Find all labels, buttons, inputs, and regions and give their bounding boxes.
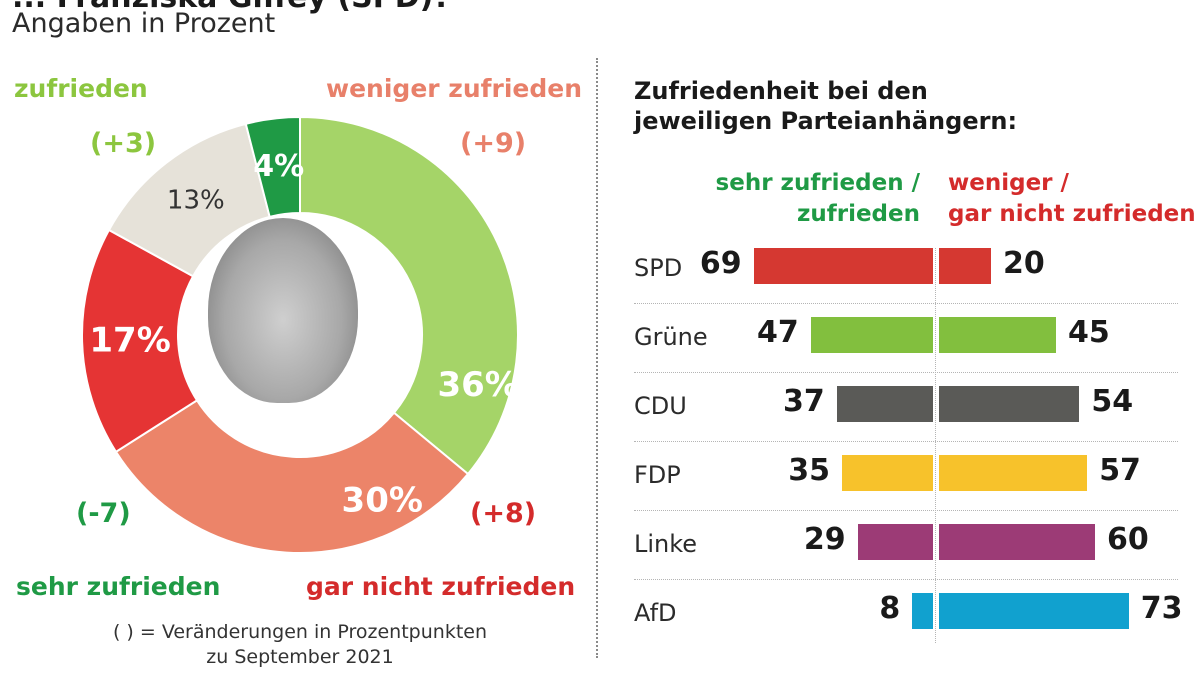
value-unzufrieden: 73 (1140, 591, 1183, 626)
donut-slice-zufrieden (299, 115, 519, 476)
bar-unzufrieden (939, 455, 1088, 491)
change-sehr-zufrieden: (-7) (76, 498, 131, 529)
value-zufrieden: 37 (783, 384, 825, 419)
donut-value-gar-nicht-zufrieden: 17% (89, 320, 170, 360)
change-gar-nicht-zufrieden: (+8) (470, 498, 537, 529)
value-zufrieden: 29 (803, 522, 846, 557)
bar-unzufrieden (939, 593, 1129, 629)
party-label: Linke (634, 530, 698, 558)
value-unzufrieden: 60 (1107, 522, 1149, 557)
donut-value-weniger-zufrieden: 30% (342, 481, 423, 521)
zero-axis (935, 248, 936, 643)
footnote-line1: ( ) = Veränderungen in Prozentpunkten (112, 621, 488, 643)
portrait-photo (208, 218, 358, 403)
left-header-line2: zufrieden (796, 201, 920, 227)
left-header-line1: sehr zufrieden / (715, 170, 920, 196)
party-label: SPD (634, 254, 683, 282)
row-separator (634, 372, 1178, 373)
party-label: CDU (634, 392, 687, 420)
bar-unzufrieden (939, 317, 1056, 353)
bar-chart-title: Zufriedenheit bei den jeweiligen Parteia… (634, 76, 1017, 136)
bar-zufrieden (810, 317, 933, 353)
footnote: ( ) = Veränderungen in Prozentpunkten zu… (90, 620, 510, 670)
row-separator (634, 579, 1178, 580)
left-column-header: sehr zufrieden / zufrieden (710, 168, 920, 230)
label-zufrieden: zufrieden (14, 74, 148, 103)
bar-unzufrieden (939, 248, 991, 284)
donut-value-sehr-zufrieden: 4% (253, 149, 304, 184)
column-divider (596, 58, 598, 658)
bar-zufrieden (912, 593, 933, 629)
row-separator (634, 441, 1178, 442)
bar-zufrieden (842, 455, 933, 491)
value-zufrieden: 8 (879, 591, 901, 626)
row-separator (634, 303, 1178, 304)
party-label: Grüne (634, 323, 708, 351)
bar-unzufrieden (939, 524, 1095, 560)
bar-chart-title-line1: Zufriedenheit bei den (634, 77, 928, 105)
bar-unzufrieden (939, 386, 1080, 422)
value-zufrieden: 47 (757, 315, 799, 350)
right-column-header: weniger / gar nicht zufrieden (948, 168, 1196, 230)
right-header-line1: weniger / (948, 170, 1069, 196)
value-unzufrieden: 54 (1091, 384, 1134, 419)
value-unzufrieden: 45 (1068, 315, 1110, 350)
party-label: AfD (634, 599, 677, 627)
donut-svg: 36% 30% 17% 13% 4% (81, 115, 519, 554)
donut-slice-weniger-zufrieden (114, 398, 470, 554)
donut-value-weiss-nicht: 13% (167, 186, 225, 216)
label-weniger-zufrieden: weniger zufrieden (326, 74, 583, 103)
right-header-line2: gar nicht zufrieden (948, 201, 1196, 227)
value-zufrieden: 35 (788, 453, 830, 488)
value-unzufrieden: 20 (1003, 246, 1045, 281)
change-zufrieden: (+3) (90, 128, 157, 159)
bar-zufrieden (836, 386, 933, 422)
donut-chart: 36% 30% 17% 13% 4% (80, 115, 520, 555)
bar-chart-title-line2: jeweiligen Parteianhängern: (634, 107, 1018, 135)
change-weniger-zufrieden: (+9) (460, 128, 527, 159)
donut-slice-sehr-zufrieden (244, 115, 301, 219)
bar-zufrieden (857, 524, 933, 560)
label-sehr-zufrieden: sehr zufrieden (16, 572, 221, 601)
headline-fragment: ... Franziska Giffey (SPD)? (12, 0, 1192, 15)
subtitle: Angaben in Prozent (12, 8, 276, 39)
footnote-line2: zu September 2021 (206, 646, 394, 668)
party-label: FDP (634, 461, 681, 489)
bar-zufrieden (753, 248, 933, 284)
donut-value-zufrieden: 36% (437, 365, 518, 405)
value-unzufrieden: 57 (1099, 453, 1141, 488)
value-zufrieden: 69 (699, 246, 742, 281)
row-separator (634, 510, 1178, 511)
label-gar-nicht-zufrieden: gar nicht zufrieden (306, 572, 576, 601)
